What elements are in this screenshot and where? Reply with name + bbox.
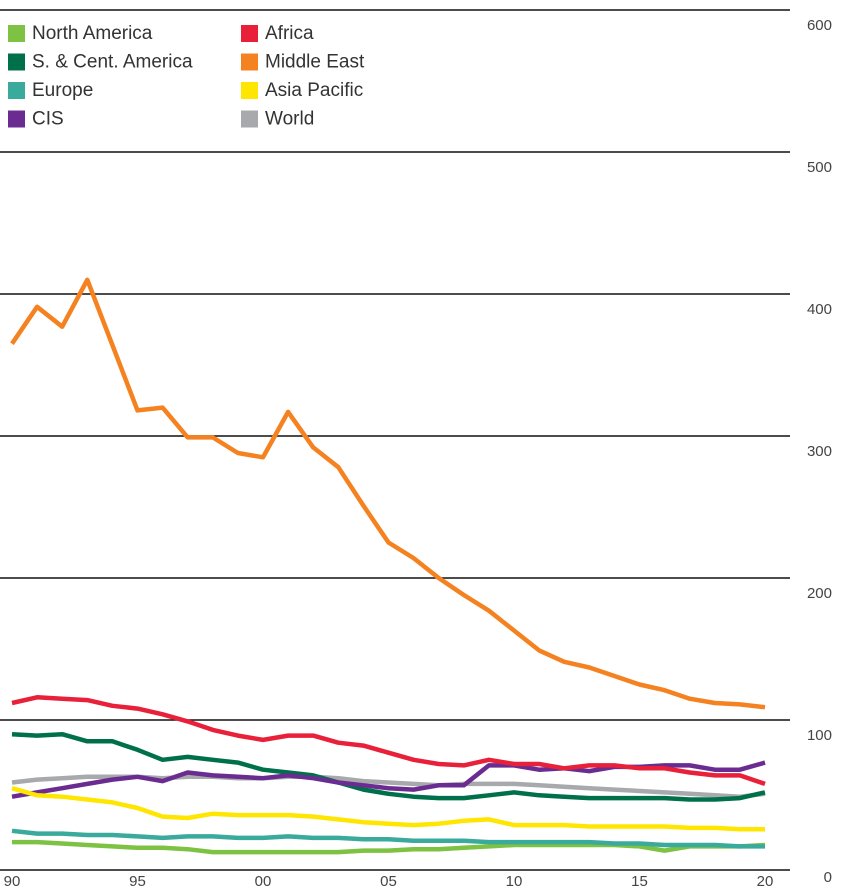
legend-swatch: [241, 25, 258, 42]
legend-swatch: [8, 82, 25, 99]
y-tick-label: 500: [807, 159, 832, 176]
y-tick-label: 0: [824, 869, 832, 886]
legend-label: Asia Pacific: [265, 80, 363, 101]
legend-label: S. & Cent. America: [32, 52, 193, 73]
x-tick-label: 00: [255, 873, 272, 890]
series-line: [11, 695, 766, 787]
series-line: [11, 786, 765, 832]
x-tick-label: 05: [380, 873, 397, 890]
x-tick-label: 90: [4, 873, 21, 890]
series-line: [12, 839, 766, 855]
legend-swatch: [241, 82, 258, 99]
y-tick-label: 400: [807, 301, 832, 318]
legend-swatch: [8, 25, 25, 42]
x-tick-label: 10: [506, 873, 523, 890]
legend-label: Europe: [32, 80, 93, 101]
legend-label: Africa: [265, 23, 314, 44]
legend-swatch: [241, 110, 258, 128]
legend-label: North America: [32, 23, 153, 44]
y-tick-label: 300: [807, 443, 832, 460]
legend-swatch: [8, 53, 25, 71]
legend-label: Middle East: [265, 52, 365, 73]
series-line: [11, 828, 765, 849]
series-line: [11, 731, 766, 802]
series-line: [10, 277, 766, 710]
legend-label: World: [265, 109, 314, 130]
legend-swatch: [8, 110, 25, 128]
x-tick-label: 15: [631, 873, 648, 890]
x-tick-label: 95: [129, 873, 146, 890]
y-tick-label: 100: [807, 727, 832, 744]
x-tick-label: 20: [757, 873, 774, 890]
legend-swatch: [241, 53, 258, 71]
y-tick-label: 200: [807, 585, 832, 602]
legend-label: CIS: [32, 109, 64, 130]
y-tick-label: 600: [807, 17, 832, 34]
